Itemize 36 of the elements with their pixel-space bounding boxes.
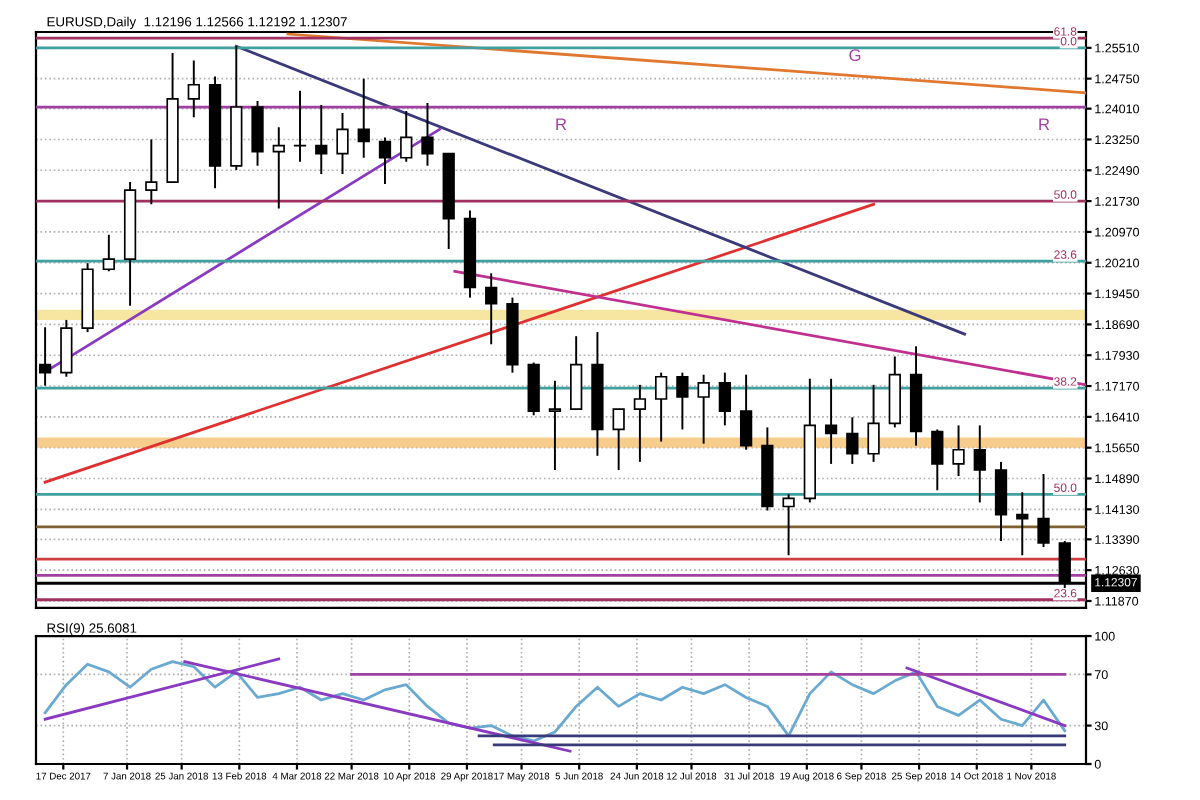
candlestick	[676, 371, 689, 431]
candlestick	[994, 460, 1008, 542]
candlestick	[315, 104, 328, 175]
candlestick	[357, 77, 370, 159]
candlestick	[548, 379, 562, 471]
candlestick	[400, 110, 413, 163]
candlestick	[931, 428, 944, 492]
candlestick	[527, 361, 540, 417]
candlestick	[1037, 473, 1050, 549]
candlestick	[272, 126, 285, 210]
candlestick	[570, 335, 583, 411]
candlestick	[782, 493, 795, 557]
candlestick	[612, 408, 625, 471]
candlestick	[867, 383, 880, 463]
candlestick	[145, 138, 158, 206]
annotation: G	[849, 49, 861, 61]
candlestick	[718, 371, 732, 427]
candlestick	[846, 416, 859, 465]
candlestick	[654, 371, 668, 443]
candlestick	[739, 373, 753, 451]
candlestick	[336, 112, 349, 175]
candlestick	[697, 373, 710, 445]
candlestick	[251, 99, 264, 167]
line-series	[43, 660, 1067, 743]
candlestick	[633, 383, 647, 463]
candlestick	[378, 136, 392, 186]
candlestick	[973, 424, 986, 504]
candlestick	[187, 59, 200, 119]
candlestick	[485, 272, 498, 346]
annotation: R	[556, 118, 567, 130]
candlestick	[824, 377, 838, 465]
candlestick	[60, 318, 73, 378]
candlestick	[952, 424, 965, 478]
annotation: R	[1039, 118, 1050, 130]
candlestick	[102, 233, 115, 273]
candlestick	[421, 102, 434, 167]
